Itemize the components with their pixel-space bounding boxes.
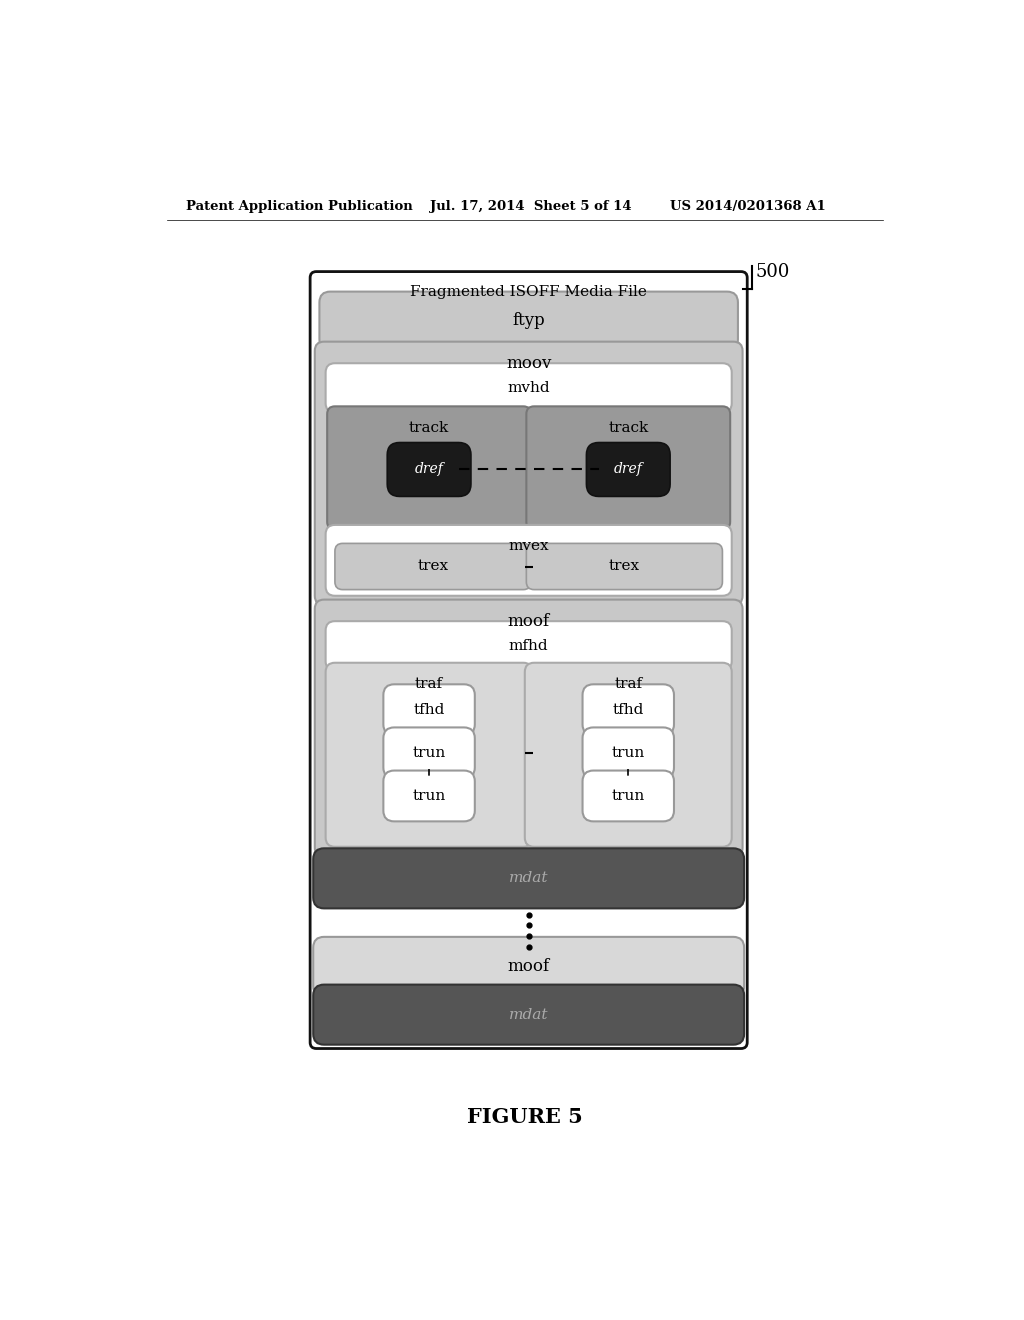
- Text: mdat: mdat: [509, 1007, 549, 1022]
- Text: moof: moof: [508, 958, 550, 975]
- Text: tfhd: tfhd: [414, 702, 444, 717]
- Text: dref: dref: [613, 462, 643, 477]
- FancyBboxPatch shape: [326, 525, 732, 595]
- Text: trex: trex: [418, 560, 449, 573]
- Text: trun: trun: [611, 789, 645, 803]
- FancyBboxPatch shape: [383, 727, 475, 779]
- FancyBboxPatch shape: [583, 771, 674, 821]
- Text: track: track: [608, 421, 648, 434]
- Text: mvhd: mvhd: [507, 381, 550, 395]
- Text: traf: traf: [614, 677, 642, 692]
- FancyBboxPatch shape: [314, 342, 742, 605]
- FancyBboxPatch shape: [313, 937, 744, 997]
- Text: trex: trex: [609, 560, 640, 573]
- Text: trun: trun: [611, 746, 645, 760]
- FancyBboxPatch shape: [526, 544, 722, 590]
- FancyBboxPatch shape: [583, 684, 674, 735]
- FancyBboxPatch shape: [313, 849, 744, 908]
- FancyBboxPatch shape: [524, 663, 732, 847]
- Text: traf: traf: [415, 677, 443, 692]
- Text: Jul. 17, 2014  Sheet 5 of 14: Jul. 17, 2014 Sheet 5 of 14: [430, 199, 632, 213]
- FancyBboxPatch shape: [326, 622, 732, 671]
- Text: tfhd: tfhd: [612, 702, 644, 717]
- Text: trun: trun: [413, 746, 445, 760]
- FancyBboxPatch shape: [526, 407, 730, 529]
- FancyBboxPatch shape: [310, 272, 748, 1048]
- FancyBboxPatch shape: [383, 771, 475, 821]
- FancyBboxPatch shape: [587, 442, 670, 496]
- Text: Patent Application Publication: Patent Application Publication: [186, 199, 413, 213]
- FancyBboxPatch shape: [335, 544, 531, 590]
- FancyBboxPatch shape: [314, 599, 742, 857]
- FancyBboxPatch shape: [328, 407, 531, 529]
- FancyBboxPatch shape: [387, 442, 471, 496]
- FancyBboxPatch shape: [326, 363, 732, 412]
- Text: moof: moof: [508, 612, 550, 630]
- Text: US 2014/0201368 A1: US 2014/0201368 A1: [671, 199, 826, 213]
- FancyBboxPatch shape: [313, 985, 744, 1044]
- Text: mfhd: mfhd: [509, 639, 549, 653]
- Text: 500: 500: [756, 264, 791, 281]
- Text: mdat: mdat: [509, 871, 549, 886]
- Text: track: track: [409, 421, 450, 434]
- Text: ftyp: ftyp: [512, 313, 545, 330]
- Text: FIGURE 5: FIGURE 5: [467, 1107, 583, 1127]
- FancyBboxPatch shape: [326, 663, 532, 847]
- FancyBboxPatch shape: [383, 684, 475, 735]
- FancyBboxPatch shape: [583, 727, 674, 779]
- Text: mvex: mvex: [508, 539, 549, 553]
- Text: dref: dref: [415, 462, 443, 477]
- Text: Fragmented ISOFF Media File: Fragmented ISOFF Media File: [411, 285, 647, 298]
- FancyBboxPatch shape: [319, 292, 738, 350]
- Text: trun: trun: [413, 789, 445, 803]
- Text: moov: moov: [506, 355, 551, 372]
